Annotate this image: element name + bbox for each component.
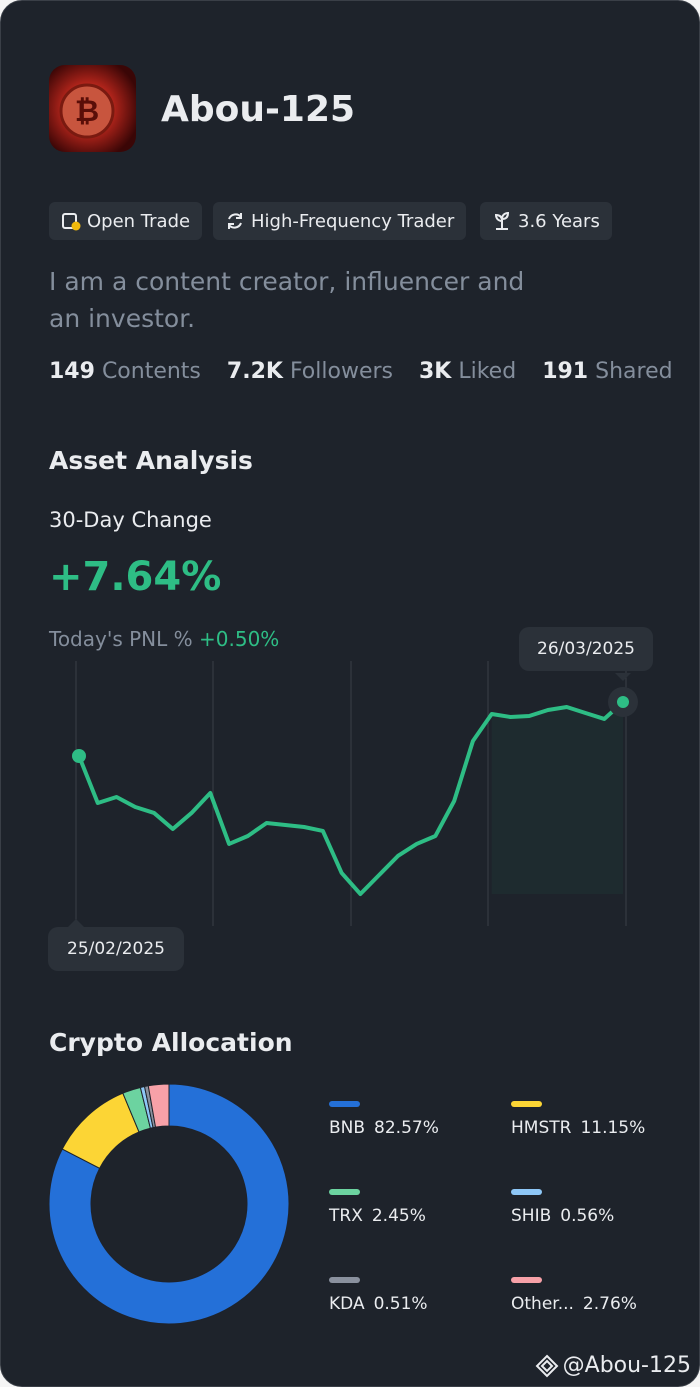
tag-icon (494, 211, 510, 230)
legend-label: HMSTR (511, 1118, 572, 1138)
legend-swatch (329, 1189, 360, 1195)
legend-label: SHIB (511, 1206, 552, 1226)
stat-label: Shared (595, 359, 673, 384)
tag: 3.6 Years (480, 202, 612, 240)
legend-label: BNB (329, 1118, 366, 1138)
stats: 149 Contents 7.2K Followers 3K Liked 191… (49, 359, 673, 384)
tag-icon (62, 213, 81, 231)
change-label: 30-Day Change (49, 508, 212, 532)
legend-label: Other... (511, 1294, 574, 1314)
legend-swatch (329, 1277, 360, 1283)
stat-value: 149 (49, 359, 95, 384)
stat-label: Contents (101, 359, 201, 384)
legend-entry: TRX 2.45% (329, 1206, 426, 1226)
tag-text: High-Frequency Trader (251, 210, 455, 232)
legend-entry: HMSTR 11.15% (511, 1118, 645, 1138)
legend-swatch (511, 1189, 542, 1195)
donut-slice (48, 1083, 290, 1325)
bio: I am a content creator, influencer and a… (49, 267, 525, 333)
legend-value: 0.56% (560, 1206, 615, 1226)
stat-value: 191 (542, 359, 589, 384)
watermark-text: @Abou-125 (562, 1353, 691, 1378)
avatar-symbol: ₿ (75, 94, 99, 129)
pnl-label: Today's PNL % (49, 627, 193, 651)
stat: 191 Shared (542, 359, 672, 384)
legend-entry: BNB 82.57% (329, 1118, 439, 1138)
tooltip-pointer (68, 919, 84, 927)
legend-value: 82.57% (374, 1118, 439, 1138)
legend-entry: Other... 2.76% (511, 1294, 637, 1314)
end-date-tooltip: 26/03/2025 (519, 627, 653, 671)
legend-entry: SHIB 0.56% (511, 1206, 614, 1226)
pnl-value: +0.50% (199, 627, 280, 651)
tag: Open Trade (49, 202, 203, 240)
stat: 149 Contents (49, 359, 201, 384)
tag: High-Frequency Trader (213, 202, 467, 240)
pnl: Today's PNL % +0.50% (49, 627, 279, 651)
legend-value: 0.51% (373, 1294, 428, 1314)
legend-entry: KDA 0.51% (329, 1294, 428, 1314)
avatar-coin (59, 83, 115, 139)
legend-swatch (511, 1101, 542, 1107)
tag-icon (228, 213, 242, 229)
stat-value: 7.2K (226, 359, 283, 384)
username: Abou-125 (161, 89, 356, 130)
tooltip-pointer (615, 673, 631, 681)
pnl-line (77, 700, 625, 896)
legend-value: 2.76% (582, 1294, 637, 1314)
donut-slice (147, 1083, 170, 1128)
end-point (617, 696, 629, 708)
section-title: Crypto Allocation (49, 1028, 293, 1057)
stat: 3K Liked (419, 359, 516, 384)
legend-value: 2.45% (371, 1206, 426, 1226)
watermark-logo (535, 1354, 559, 1377)
stat: 7.2K Followers (227, 359, 393, 384)
start-date-tooltip: 25/02/2025 (48, 927, 184, 971)
tag-text: Open Trade (87, 210, 191, 232)
legend-swatch (329, 1101, 360, 1107)
legend-value: 11.15% (580, 1118, 646, 1138)
highlight-area (491, 702, 623, 894)
tag-text: 3.6 Years (518, 210, 600, 232)
legend-label: KDA (329, 1294, 365, 1314)
watermark: @Abou-125 (535, 1353, 691, 1378)
legend-swatch (511, 1277, 542, 1283)
change-value: +7.64% (49, 554, 222, 600)
start-point (72, 748, 86, 763)
stat-label: Followers (289, 359, 393, 384)
legend-label: TRX (329, 1206, 363, 1226)
stat-label: Liked (458, 359, 517, 384)
section-title: Asset Analysis (49, 446, 253, 475)
stat-value: 3K (419, 359, 452, 384)
